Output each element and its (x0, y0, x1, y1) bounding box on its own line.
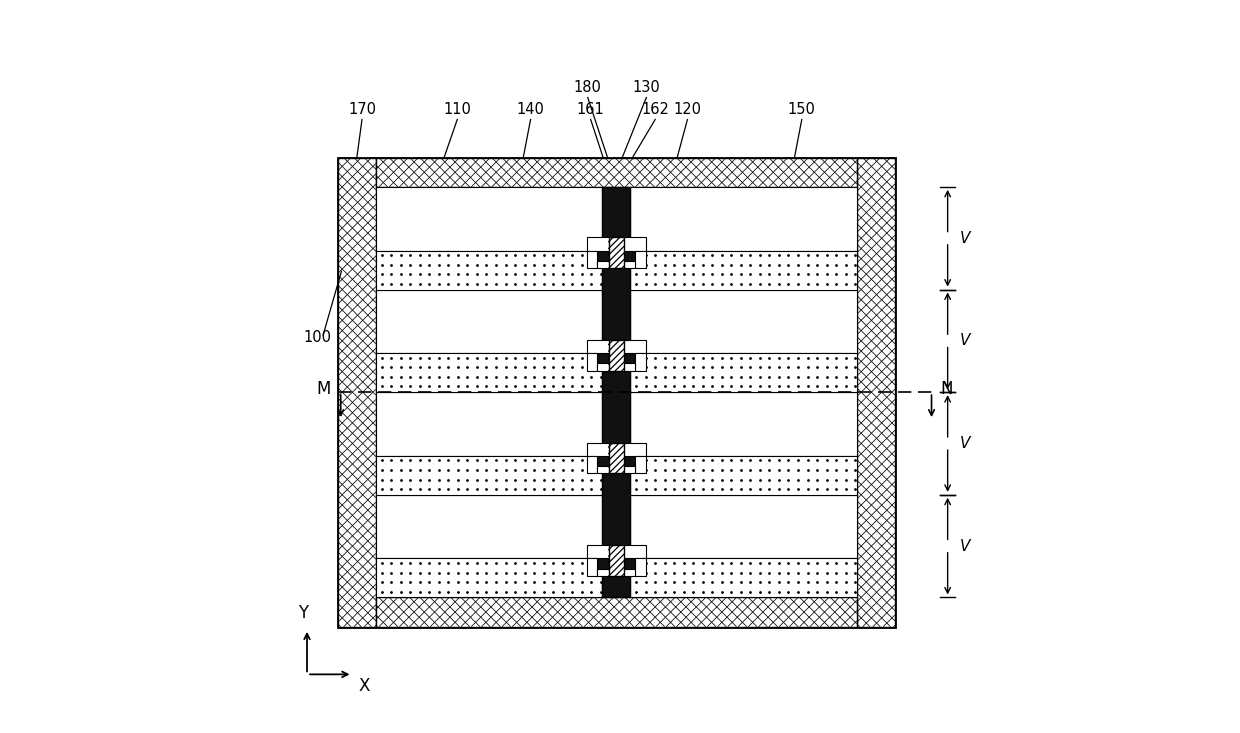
Text: Y: Y (298, 603, 308, 622)
Bar (598, 261, 635, 268)
Bar (587, 443, 646, 456)
Bar (376, 187, 603, 251)
Bar (587, 251, 598, 268)
Text: N: N (940, 380, 952, 398)
Bar (376, 597, 857, 627)
Bar (609, 237, 624, 268)
Bar (598, 443, 609, 474)
Bar (376, 251, 603, 290)
Text: V: V (960, 436, 970, 451)
Bar (376, 392, 603, 456)
Bar (635, 251, 646, 268)
Bar (598, 545, 609, 576)
Bar (587, 545, 646, 559)
Bar (630, 187, 857, 251)
Bar (630, 456, 857, 495)
Bar (630, 290, 857, 353)
Bar (630, 392, 857, 456)
Text: 140: 140 (517, 102, 544, 117)
Bar (598, 569, 635, 576)
Bar (624, 443, 635, 474)
Bar (603, 187, 630, 597)
Bar (587, 559, 598, 576)
Text: 170: 170 (348, 102, 376, 117)
Text: 150: 150 (787, 102, 816, 117)
Bar (587, 456, 598, 474)
Bar (376, 158, 857, 187)
Bar (598, 237, 609, 268)
Bar (630, 353, 857, 392)
Bar (598, 340, 609, 371)
Bar (624, 545, 635, 576)
Bar (857, 158, 895, 627)
Text: 120: 120 (673, 102, 702, 117)
Text: 162: 162 (641, 102, 670, 117)
Bar (587, 353, 598, 371)
Bar (624, 340, 635, 371)
Bar (337, 158, 895, 627)
Bar (609, 443, 624, 474)
Bar (587, 237, 646, 251)
Text: 130: 130 (632, 80, 660, 95)
Text: V: V (960, 334, 970, 348)
Text: 100: 100 (304, 330, 331, 345)
Text: X: X (358, 677, 370, 696)
Bar (635, 559, 646, 576)
Bar (587, 340, 646, 353)
Text: V: V (960, 539, 970, 553)
Bar (376, 456, 603, 495)
Bar (609, 340, 624, 371)
Bar (376, 495, 603, 559)
Bar (635, 456, 646, 474)
Bar (376, 353, 603, 392)
Text: 161: 161 (577, 102, 605, 117)
Bar (337, 158, 376, 627)
Bar (376, 559, 603, 597)
Bar (624, 237, 635, 268)
Bar (630, 251, 857, 290)
Bar (609, 545, 624, 576)
Bar (630, 495, 857, 559)
Text: M: M (316, 380, 331, 398)
Bar (598, 364, 635, 371)
Bar (635, 353, 646, 371)
Bar (598, 466, 635, 474)
Text: 110: 110 (444, 102, 471, 117)
Text: 180: 180 (574, 80, 601, 95)
Bar (376, 290, 603, 353)
Bar (630, 559, 857, 597)
Text: V: V (960, 231, 970, 246)
